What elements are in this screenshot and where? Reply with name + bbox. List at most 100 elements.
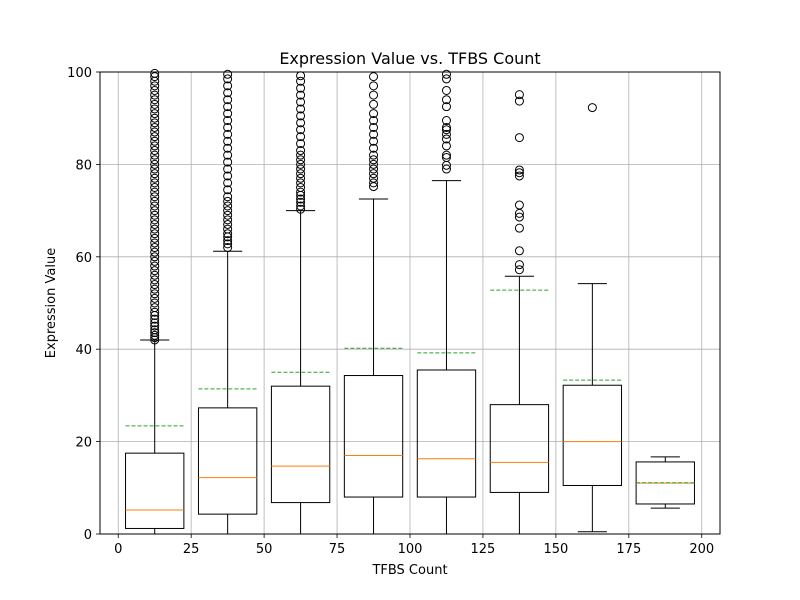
outlier-point	[223, 74, 233, 84]
outlier-point	[441, 85, 451, 95]
outlier-point	[296, 71, 306, 81]
outlier-point	[150, 284, 160, 294]
outlier-point	[369, 109, 379, 119]
box-group	[562, 103, 623, 533]
x-tick-label: 75	[329, 542, 346, 557]
outlier-point	[296, 173, 306, 183]
outlier-point	[150, 113, 160, 123]
outlier-point	[369, 178, 379, 188]
y-tick-label: 20	[75, 436, 92, 451]
outlier-point	[150, 81, 160, 91]
box-group	[416, 69, 477, 535]
outlier-point	[296, 159, 306, 169]
outlier-point	[296, 132, 306, 142]
outlier-point	[223, 236, 233, 246]
outlier-point	[223, 206, 233, 216]
outlier-point	[296, 187, 306, 197]
outlier-point	[441, 129, 451, 139]
outlier-point	[514, 212, 524, 222]
y-axis-ticks: 0 20 40 60 80 100	[67, 66, 100, 543]
outlier-point	[150, 252, 160, 262]
y-tick-label: 0	[84, 528, 92, 543]
chart-title: Expression Value vs. TFBS Count	[279, 49, 540, 68]
outlier-point	[150, 104, 160, 114]
outlier-point	[150, 229, 160, 239]
outlier-point	[150, 183, 160, 192]
outlier-point	[514, 133, 524, 143]
outlier-point	[223, 129, 233, 139]
outlier-point	[296, 83, 306, 93]
outlier-point	[296, 97, 306, 107]
outlier-point	[150, 159, 160, 169]
outlier-point	[150, 210, 160, 220]
outlier-point	[369, 155, 379, 165]
outlier-point	[150, 76, 160, 86]
outlier-point	[150, 303, 160, 313]
outlier-point	[150, 141, 160, 151]
box-group	[270, 71, 331, 535]
outlier-point	[223, 239, 233, 249]
outlier-point	[150, 99, 160, 109]
outlier-point	[150, 275, 160, 285]
x-tick-label: 25	[183, 542, 200, 557]
outlier-point	[441, 69, 451, 79]
outlier-point	[369, 99, 379, 109]
outlier-point	[150, 270, 160, 280]
outlier-point	[223, 122, 233, 132]
outlier-point	[150, 261, 160, 271]
outlier-point	[296, 111, 306, 121]
outlier-point	[150, 219, 160, 229]
outlier-point	[150, 72, 160, 82]
outlier-point	[223, 109, 233, 119]
outlier-point	[296, 118, 306, 128]
outlier-point	[223, 157, 233, 167]
outlier-point	[441, 152, 451, 162]
outlier-point	[296, 169, 306, 179]
y-tick-label: 40	[75, 343, 92, 358]
box-group	[197, 69, 258, 535]
outlier-point	[150, 68, 160, 78]
outlier-point	[150, 150, 160, 160]
outlier-point	[150, 206, 160, 216]
outlier-point	[150, 321, 160, 331]
outlier-point	[369, 150, 379, 160]
outlier-point	[150, 192, 160, 202]
outlier-point	[514, 223, 524, 233]
outlier-point	[150, 85, 160, 95]
outlier-point	[369, 169, 379, 179]
outlier-point	[150, 325, 160, 335]
outlier-point	[296, 201, 306, 211]
outlier-point	[369, 136, 379, 146]
box-body	[125, 452, 185, 529]
outlier-point	[223, 143, 233, 153]
outlier-point	[296, 164, 306, 174]
outlier-point	[223, 196, 233, 206]
x-tick-label: 125	[471, 542, 496, 557]
x-tick-label: 50	[256, 542, 273, 557]
outlier-point	[150, 335, 160, 345]
outlier-point	[150, 215, 160, 225]
outlier-point	[223, 150, 233, 160]
outlier-point	[369, 164, 379, 174]
outlier-point	[587, 103, 597, 113]
outlier-point	[223, 178, 233, 188]
outlier-point	[369, 129, 379, 139]
outlier-point	[369, 81, 379, 91]
outlier-point	[441, 116, 451, 126]
outlier-point	[223, 215, 233, 225]
outlier-point	[223, 229, 233, 239]
box-body	[489, 404, 550, 493]
outlier-point	[223, 95, 233, 105]
outlier-point	[296, 90, 306, 100]
x-tick-label: 150	[543, 542, 568, 557]
outlier-point	[150, 238, 160, 248]
outlier-point	[514, 246, 524, 256]
outlier-point	[150, 201, 160, 211]
outlier-point	[223, 164, 233, 174]
outlier-point	[223, 192, 233, 202]
outlier-point	[296, 204, 306, 214]
outlier-point	[150, 169, 160, 179]
outlier-point	[150, 247, 160, 257]
y-tick-label: 100	[67, 66, 92, 81]
